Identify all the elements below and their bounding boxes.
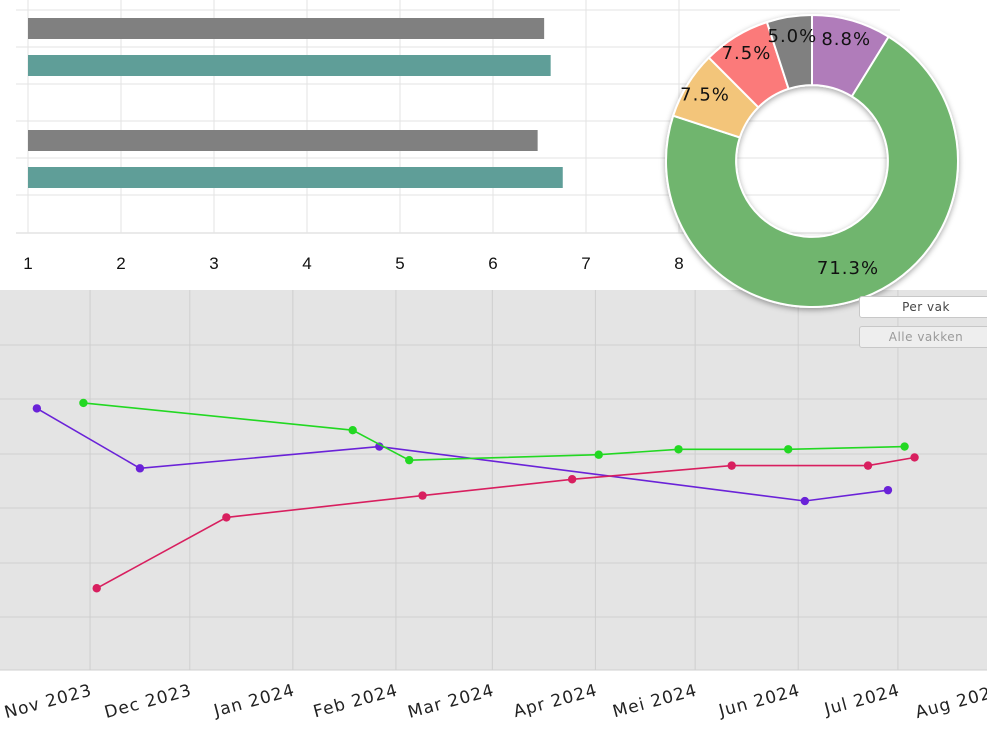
line-point-0-3: [800, 496, 810, 506]
line-point-2-1: [222, 513, 231, 522]
line-point-2-2: [418, 491, 427, 500]
donut-label-1: 71.3%: [817, 258, 879, 279]
bar-chart: 1 2 3 4 5 6 7 8: [16, 0, 900, 273]
donut-slice-1: [665, 35, 959, 308]
bar-x-tick-label: 3: [209, 254, 218, 273]
line-x-tick-label: Nov 2023: [2, 681, 94, 724]
line-x-tick-label: Aug 2024: [913, 681, 987, 724]
donut-ring: [665, 13, 959, 308]
line-point-0-2: [375, 442, 384, 451]
line-x-tick-label: Mei 2024: [611, 681, 700, 723]
donut-chart: 8.8%71.3%7.5%7.5%5.0%: [665, 13, 959, 308]
donut-label-4: 5.0%: [768, 26, 818, 47]
per-vak-button[interactable]: Per vak: [859, 296, 987, 318]
line-x-tick-label: Dec 2023: [102, 681, 194, 724]
bar-x-tick-label: 6: [488, 254, 497, 273]
bar-x-tick-label: 4: [302, 254, 311, 273]
line-point-1-2: [405, 455, 414, 465]
line-point-2-4: [727, 461, 736, 470]
bar-series1-1: [28, 167, 563, 188]
line-x-tick-label: Jun 2024: [716, 681, 803, 722]
donut-label-2: 7.5%: [680, 84, 730, 105]
line-point-1-4: [674, 445, 683, 454]
bar-x-tick-label: 5: [395, 254, 404, 273]
bar-x-tick-label: 1: [23, 254, 32, 273]
donut-label-3: 7.5%: [722, 43, 772, 64]
line-plot-background: [0, 290, 987, 670]
bar-x-tick-label: 2: [116, 254, 125, 273]
line-point-1-6: [900, 442, 909, 451]
line-point-1-0: [79, 398, 88, 408]
line-point-0-1: [135, 464, 145, 473]
bar-x-tick-label: 8: [674, 254, 683, 273]
line-x-tick-label: Mar 2024: [406, 681, 497, 723]
donut-slice-4: [765, 13, 813, 91]
line-point-1-1: [348, 426, 357, 435]
bar-x-tick-label: 7: [581, 254, 590, 273]
line-x-tick-label: Jul 2024: [822, 681, 903, 721]
line-x-tick-label: Apr 2024: [511, 681, 599, 723]
bar-series0-1: [28, 130, 538, 151]
line-x-tick-label: Jan 2024: [211, 681, 297, 722]
line-point-0-0: [32, 404, 42, 413]
donut-label-0: 8.8%: [821, 29, 871, 50]
line-point-0-4: [883, 485, 893, 495]
line-x-tick-label: Feb 2024: [311, 681, 400, 723]
line-point-1-3: [594, 450, 603, 459]
bar-series1-0: [28, 55, 551, 76]
line-point-1-5: [784, 445, 793, 454]
alle-vakken-button[interactable]: Alle vakken: [859, 326, 987, 348]
line-point-2-0: [92, 584, 101, 593]
line-point-2-6: [910, 453, 919, 462]
bar-series0-0: [28, 18, 545, 39]
line-point-2-3: [567, 475, 577, 484]
line-point-2-5: [863, 461, 873, 470]
